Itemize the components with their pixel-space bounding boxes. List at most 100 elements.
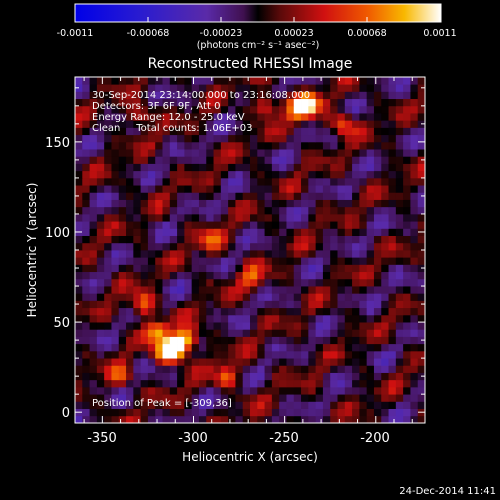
heatmap-cell bbox=[293, 350, 302, 359]
heatmap-cell bbox=[184, 221, 193, 229]
heatmap-cell bbox=[279, 213, 287, 222]
heatmap-cell bbox=[359, 415, 368, 423]
heatmap-cell bbox=[213, 105, 222, 114]
heatmap-cell bbox=[133, 379, 142, 388]
heatmap-cell bbox=[213, 185, 222, 193]
heatmap-cell bbox=[337, 293, 346, 301]
heatmap-cell bbox=[242, 235, 251, 244]
heatmap-cell bbox=[147, 213, 156, 222]
heatmap-cell bbox=[403, 264, 411, 273]
heatmap-cell bbox=[228, 293, 236, 301]
heatmap-cell bbox=[293, 127, 302, 136]
heatmap-cell bbox=[395, 250, 404, 258]
heatmap-cell bbox=[293, 170, 302, 179]
heatmap-cell bbox=[403, 113, 411, 121]
heatmap-cell bbox=[403, 250, 411, 258]
heatmap-cell bbox=[104, 84, 112, 92]
heatmap-cell bbox=[330, 170, 338, 179]
heatmap-cell bbox=[271, 408, 280, 417]
heatmap-cell bbox=[257, 141, 265, 150]
heatmap-cell bbox=[271, 386, 280, 395]
heatmap-cell bbox=[220, 343, 229, 352]
heatmap-cell bbox=[330, 271, 338, 280]
heatmap-cell bbox=[388, 386, 397, 395]
heatmap-cell bbox=[213, 77, 222, 85]
heatmap-cell bbox=[337, 228, 346, 236]
heatmap-cell bbox=[395, 163, 404, 172]
heatmap-cell bbox=[330, 307, 338, 316]
heatmap-cell bbox=[220, 300, 229, 309]
heatmap-cell bbox=[308, 322, 317, 330]
heatmap-cell bbox=[388, 408, 397, 417]
heatmap-cell bbox=[344, 134, 353, 143]
heatmap-cell bbox=[330, 149, 338, 157]
heatmap-cell bbox=[206, 141, 214, 150]
heatmap-cell bbox=[344, 336, 353, 345]
heatmap-cell bbox=[140, 386, 149, 395]
heatmap-cell bbox=[381, 134, 389, 143]
heatmap-cell bbox=[344, 415, 353, 423]
heatmap-cell bbox=[228, 415, 236, 423]
heatmap-cell bbox=[162, 307, 171, 316]
heatmap-cell bbox=[82, 105, 90, 114]
heatmap-cell bbox=[213, 192, 222, 200]
heatmap-cell bbox=[155, 228, 163, 236]
heatmap-cell bbox=[133, 192, 142, 200]
heatmap-cell bbox=[381, 98, 389, 107]
heatmap-cell bbox=[104, 156, 112, 164]
heatmap-cell bbox=[264, 264, 273, 273]
heatmap-cell bbox=[352, 199, 360, 208]
heatmap-cell bbox=[337, 271, 346, 280]
heatmap-cell bbox=[242, 113, 251, 121]
heatmap-cell bbox=[89, 170, 98, 179]
heatmap-cell bbox=[344, 394, 353, 402]
heatmap-cell bbox=[177, 141, 185, 150]
heatmap-cell bbox=[410, 242, 419, 251]
heatmap-cell bbox=[352, 120, 360, 128]
heatmap-cell bbox=[198, 278, 207, 287]
heatmap-cell bbox=[279, 257, 287, 265]
heatmap-cell bbox=[89, 401, 98, 409]
heatmap-cell bbox=[235, 394, 244, 402]
heatmap-cell bbox=[82, 213, 90, 222]
heatmap-cell bbox=[228, 120, 236, 128]
heatmap-cell bbox=[359, 271, 368, 280]
heatmap-cell bbox=[373, 141, 382, 150]
heatmap-cell bbox=[279, 77, 287, 85]
heatmap-cell bbox=[315, 358, 324, 366]
heatmap-cell bbox=[75, 350, 83, 359]
heatmap-cell bbox=[337, 365, 346, 373]
heatmap-cell bbox=[322, 336, 331, 345]
heatmap-cell bbox=[191, 358, 200, 366]
heatmap-cell bbox=[271, 221, 280, 229]
heatmap-cell bbox=[220, 192, 229, 200]
heatmap-cell bbox=[220, 257, 229, 265]
heatmap-cell bbox=[140, 415, 149, 423]
heatmap-cell bbox=[359, 300, 368, 309]
heatmap-cell bbox=[308, 278, 317, 287]
heatmap-cell bbox=[82, 271, 90, 280]
heatmap-cell bbox=[126, 170, 134, 179]
heatmap-cell bbox=[279, 163, 287, 172]
heatmap-cell bbox=[169, 358, 178, 366]
heatmap-cell bbox=[191, 343, 200, 352]
heatmap-cell bbox=[140, 343, 149, 352]
heatmap-cell bbox=[286, 271, 295, 280]
heatmap-cell bbox=[352, 264, 360, 273]
heatmap-cell bbox=[352, 177, 360, 186]
heatmap-cell bbox=[250, 358, 258, 366]
heatmap-cell bbox=[111, 199, 120, 208]
heatmap-cell bbox=[220, 264, 229, 273]
heatmap-cell bbox=[82, 235, 90, 244]
heatmap-cell bbox=[206, 170, 214, 179]
heatmap-cell bbox=[344, 91, 353, 100]
heatmap-cell bbox=[206, 206, 214, 215]
heatmap-cell bbox=[257, 300, 265, 309]
heatmap-cell bbox=[293, 242, 302, 251]
heatmap-cell bbox=[133, 293, 142, 301]
heatmap-cell bbox=[344, 113, 353, 121]
heatmap-cell bbox=[118, 156, 127, 164]
heatmap-cell bbox=[403, 257, 411, 265]
heatmap-cell bbox=[250, 250, 258, 258]
